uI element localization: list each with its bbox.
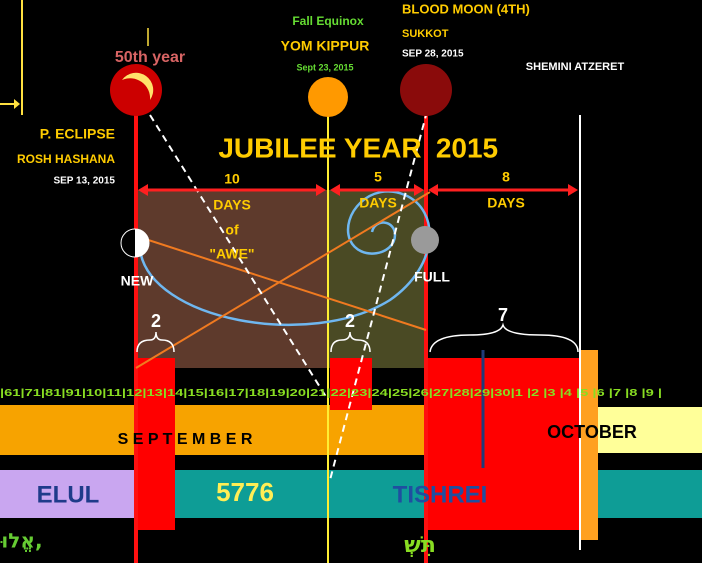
span-count: 10 [224, 171, 240, 187]
five-day-box [328, 190, 426, 368]
span-note: "AWE" [209, 246, 254, 262]
title: JUBILEE YEAR [218, 132, 421, 163]
month: OCTOBER [547, 422, 637, 442]
orange-block [580, 350, 598, 540]
labels: 50th year Fall Equinox YOM KIPPUR Sept 2… [0, 1, 662, 558]
label: Sept 23, 2015 [296, 62, 353, 72]
label: Fall Equinox [292, 14, 364, 28]
span-unit: DAYS [487, 195, 525, 211]
label: YOM KIPPUR [281, 38, 370, 54]
span-unit: DAYS [213, 197, 251, 213]
title-year: 2015 [436, 132, 498, 163]
blood-moon [400, 64, 452, 116]
hebrew-month: ELUL [37, 481, 100, 508]
label: ROSH HASHANA [17, 152, 115, 166]
span-count: 5 [374, 169, 382, 185]
span-unit: DAYS [359, 195, 397, 211]
arrow-head [14, 99, 20, 109]
month: S E P T E M B E R [118, 431, 253, 448]
hebrew-text: אֱלוּ, [1, 529, 43, 553]
equinox-sun [308, 77, 348, 117]
diagonal [135, 191, 431, 369]
dashed-line [329, 99, 431, 481]
bracket-label: 7 [498, 305, 508, 325]
red-block [330, 358, 372, 410]
label: P. ECLIPSE [40, 126, 115, 142]
moon-label: NEW [121, 273, 154, 289]
brackets [136, 322, 579, 353]
label: SUKKOT [402, 28, 449, 40]
elul-band [0, 470, 136, 518]
new-moon-light [135, 229, 149, 257]
hebrew-year: 5776 [216, 477, 274, 507]
awe-box [136, 190, 328, 368]
bracket-label: 2 [345, 311, 355, 331]
span-note: of [225, 222, 239, 238]
eclipse-moon [110, 64, 162, 116]
day-strip: |61|71|81|91|10|11|12|13|14|15|16|17|18|… [0, 387, 662, 399]
arrow-heads [138, 184, 578, 196]
label: SHEMINI ATZERET [526, 61, 625, 73]
crescent [122, 72, 154, 100]
hebrew-month: TISHREI [393, 481, 488, 508]
label: 50th year [115, 49, 185, 66]
red-block [136, 358, 175, 530]
dashed-line [149, 114, 329, 401]
moon-label: FULL [414, 269, 450, 285]
red-block [426, 358, 580, 530]
label: SEP 28, 2015 [402, 49, 464, 60]
label: BLOOD MOON (4TH) [402, 1, 530, 16]
full-moon [411, 226, 439, 254]
label: SEP 13, 2015 [53, 176, 115, 187]
span-count: 8 [502, 169, 510, 185]
diagonal [135, 235, 427, 331]
bracket-label: 2 [151, 311, 161, 331]
hebrew-text: תִּשְׁ [404, 533, 436, 558]
